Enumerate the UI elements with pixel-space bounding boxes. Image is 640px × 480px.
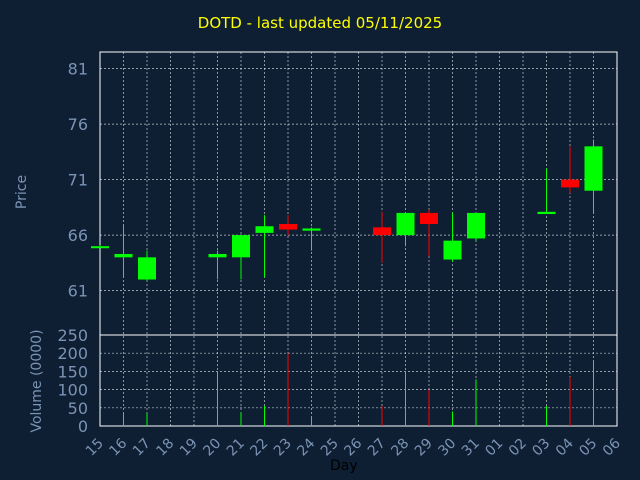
x-tick-label: 01	[482, 436, 506, 460]
x-tick-label: 19	[177, 436, 201, 460]
x-tick-label: 06	[600, 435, 624, 459]
price-tick-label: 61	[68, 282, 88, 301]
x-tick-label: 20	[200, 436, 224, 460]
candle-body	[584, 146, 603, 191]
candle-body	[279, 224, 297, 230]
candle-body	[443, 240, 462, 260]
x-axis-label: Day	[330, 458, 358, 474]
volume-tick-label: 250	[57, 326, 88, 345]
x-tick-label: 21	[224, 436, 248, 460]
candle-body	[561, 179, 579, 188]
candle-body	[373, 227, 391, 236]
x-tick-label: 04	[553, 435, 577, 459]
price-tick-label: 71	[68, 171, 88, 190]
candle-body	[208, 253, 227, 258]
x-tick-label: 29	[412, 436, 436, 460]
x-tick-label: 02	[506, 436, 530, 460]
x-tick-label: 30	[435, 436, 459, 460]
volume-tick-label: 50	[68, 399, 88, 418]
candle-body	[255, 226, 274, 233]
x-tick-label: 28	[388, 436, 412, 460]
price-tick-label: 66	[68, 226, 88, 245]
x-tick-label: 26	[341, 435, 365, 459]
x-tick-label: 16	[106, 435, 130, 459]
candle-body	[302, 228, 321, 231]
candle-body	[232, 235, 250, 258]
volume-tick-label: 200	[57, 344, 88, 363]
x-tick-label: 24	[294, 435, 318, 459]
candle-body	[138, 257, 156, 280]
candle-body	[396, 212, 415, 236]
candle-body	[537, 211, 556, 215]
candle-body	[420, 212, 438, 225]
x-tick-label: 05	[576, 436, 600, 460]
volume-tick-label: 150	[57, 362, 88, 381]
x-tick-label: 25	[318, 436, 342, 460]
chart-title: DOTD - last updated 05/11/2025	[197, 14, 443, 32]
candle-body	[467, 212, 485, 239]
x-tick-label: 27	[365, 436, 389, 460]
x-tick-label: 15	[83, 436, 107, 460]
x-tick-label: 23	[271, 436, 295, 460]
candle-body	[91, 246, 109, 249]
candle-body	[114, 253, 133, 258]
x-tick-label: 31	[459, 436, 483, 460]
volume-tick-label: 100	[57, 381, 88, 400]
volume-tick-label: 0	[78, 417, 88, 436]
price-tick-label: 81	[68, 60, 88, 79]
x-tick-label: 03	[529, 436, 553, 460]
x-tick-label: 22	[247, 436, 271, 460]
x-tick-label: 17	[130, 436, 154, 460]
price-tick-label: 76	[68, 115, 88, 134]
x-tick-label: 18	[153, 436, 177, 460]
